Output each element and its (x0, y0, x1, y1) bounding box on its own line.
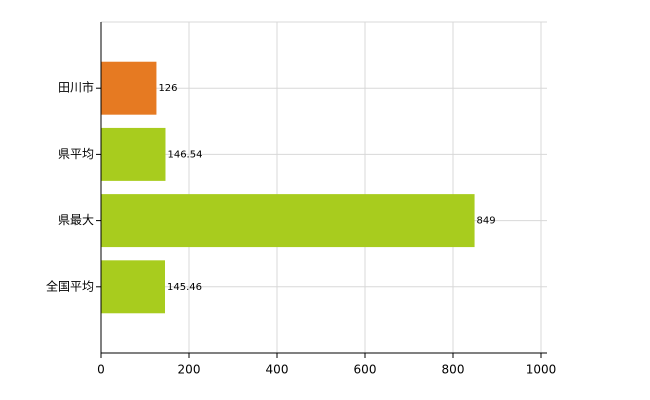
value-label: 146.54 (167, 149, 202, 160)
value-label: 849 (477, 216, 496, 227)
value-label: 145.46 (167, 282, 202, 293)
bar (101, 260, 166, 314)
x-tick-label: 400 (266, 363, 289, 377)
bar (101, 61, 157, 115)
y-tick-label: 田川市 (58, 80, 94, 95)
bar (101, 194, 475, 248)
x-tick-label: 200 (178, 363, 201, 377)
x-tick-label: 800 (442, 363, 465, 377)
y-tick-label: 県最大 (58, 213, 94, 227)
y-tick-label: 全国平均 (46, 278, 94, 293)
value-label: 126 (158, 83, 177, 94)
x-tick-label: 600 (354, 363, 377, 377)
y-tick-label: 県平均 (58, 147, 94, 161)
x-tick-label: 0 (97, 363, 105, 377)
x-tick-label: 1000 (526, 363, 557, 377)
bar (101, 127, 166, 181)
